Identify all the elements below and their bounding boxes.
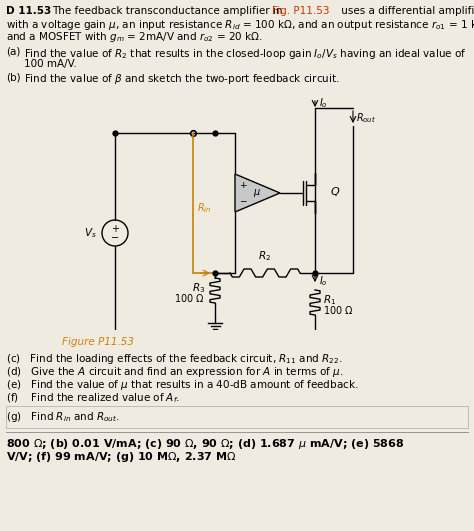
Text: and a MOSFET with $g_m$ = 2mA/V and $r_{o2}$ = 20 k$\Omega$.: and a MOSFET with $g_m$ = 2mA/V and $r_{… bbox=[6, 30, 263, 44]
Text: (e)   Find the value of $\mu$ that results in a 40-dB amount of feedback.: (e) Find the value of $\mu$ that results… bbox=[6, 378, 358, 392]
Text: Find the value of $\beta$ and sketch the two-port feedback circuit.: Find the value of $\beta$ and sketch the… bbox=[24, 72, 339, 86]
Polygon shape bbox=[235, 174, 280, 212]
Text: $\mu$: $\mu$ bbox=[253, 187, 261, 199]
Text: (c)   Find the loading effects of the feedback circuit, $R_{11}$ and $R_{22}$.: (c) Find the loading effects of the feed… bbox=[6, 352, 343, 366]
Text: $I_o$: $I_o$ bbox=[319, 96, 328, 110]
Text: (a): (a) bbox=[6, 47, 20, 57]
Text: 100 $\Omega$: 100 $\Omega$ bbox=[323, 304, 354, 316]
Text: $R_2$: $R_2$ bbox=[258, 249, 272, 263]
Text: $I_o$: $I_o$ bbox=[319, 274, 328, 288]
Text: D 11.53: D 11.53 bbox=[6, 6, 51, 16]
Text: $Q$: $Q$ bbox=[330, 184, 340, 198]
Text: Find the value of $R_2$ that results in the closed-loop gain $I_o/V_s$ having an: Find the value of $R_2$ that results in … bbox=[24, 47, 466, 61]
Text: $R_{in}$: $R_{in}$ bbox=[197, 201, 211, 215]
Text: $R_3$: $R_3$ bbox=[191, 281, 205, 295]
Text: (f)    Find the realized value of $A_f$.: (f) Find the realized value of $A_f$. bbox=[6, 391, 180, 405]
Text: $V_s$: $V_s$ bbox=[84, 226, 97, 240]
Text: −: − bbox=[239, 196, 247, 205]
Text: V/V; (f) 99 mA/V; (g) 10 M$\Omega$, 2.37 M$\Omega$: V/V; (f) 99 mA/V; (g) 10 M$\Omega$, 2.37… bbox=[6, 450, 237, 464]
Text: (d)   Give the $A$ circuit and find an expression for $A$ in terms of $\mu$.: (d) Give the $A$ circuit and find an exp… bbox=[6, 365, 344, 379]
Text: Figure P11.53: Figure P11.53 bbox=[62, 337, 134, 347]
Text: $R_{out}$: $R_{out}$ bbox=[356, 111, 376, 125]
Text: (g)   Find $R_{in}$ and $R_{out}$.: (g) Find $R_{in}$ and $R_{out}$. bbox=[6, 410, 120, 424]
Text: +: + bbox=[239, 182, 247, 191]
Text: with a voltage gain $\mu$, an input resistance $R_{id}$ = 100 k$\Omega$, and an : with a voltage gain $\mu$, an input resi… bbox=[6, 18, 474, 32]
Text: 100 $\Omega$: 100 $\Omega$ bbox=[174, 292, 205, 304]
Text: +: + bbox=[111, 224, 119, 234]
Text: −: − bbox=[111, 233, 119, 243]
Text: Fig. P11.53: Fig. P11.53 bbox=[272, 6, 329, 16]
Text: uses a differential amplifier: uses a differential amplifier bbox=[338, 6, 474, 16]
Text: 100 mA/V.: 100 mA/V. bbox=[24, 59, 77, 69]
Text: 800 $\Omega$; (b) 0.01 V/mA; (c) 90 $\Omega$, 90 $\Omega$; (d) 1.687 $\mu$ mA/V;: 800 $\Omega$; (b) 0.01 V/mA; (c) 90 $\Om… bbox=[6, 437, 404, 451]
Text: (b): (b) bbox=[6, 72, 21, 82]
Text: $R_1$: $R_1$ bbox=[323, 293, 336, 307]
Text: The feedback transconductance amplifier in: The feedback transconductance amplifier … bbox=[52, 6, 286, 16]
